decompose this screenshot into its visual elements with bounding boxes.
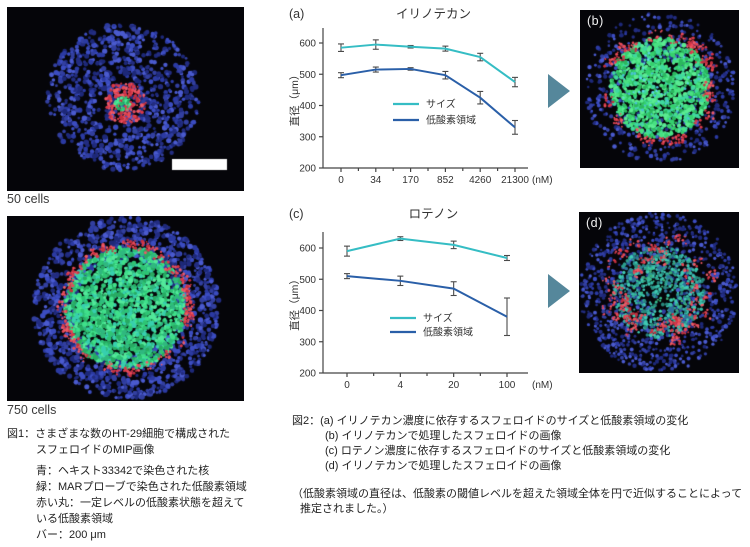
x-tick-label: 0 [338, 175, 344, 186]
y-tick-label: 200 [299, 369, 316, 380]
x-tick-label: 100 [499, 380, 516, 391]
x-tick-label: 4260 [469, 175, 492, 186]
series-1 [338, 66, 518, 135]
image-label-750cells: 750 cells [7, 403, 57, 417]
caption-line: (d) イリノテカンで処理したスフェロイドの画像 [325, 460, 562, 472]
spheroid-image-d: (d) [579, 212, 739, 373]
spheroid-canvas-d [579, 212, 739, 373]
panel-label: (a) [289, 7, 304, 21]
legend-label: サイズ [426, 98, 456, 111]
y-tick-label: 600 [299, 39, 316, 50]
spheroid-canvas-b [580, 10, 739, 168]
caption-line: 図2：(a) イリノテカン濃度に依存するスフェロイドのサイズと低酸素領域の変化 [292, 415, 689, 427]
x-tick-label: 20 [448, 380, 460, 391]
series-0 [338, 39, 518, 88]
y-tick-label: 300 [299, 132, 316, 143]
panel-label-b: (b) [587, 14, 604, 28]
caption-note-line: 推定されました。） [300, 503, 394, 515]
spheroid-image-750cells [7, 216, 244, 401]
y-tick-label: 200 [299, 164, 316, 175]
axes [319, 28, 528, 172]
spheroid-image-b: (b) [580, 10, 739, 168]
x-tick-label: 852 [437, 175, 454, 186]
spheroid-image-50cells [7, 7, 244, 191]
chart-irinotecan: (a) イリノテカン 200 300 400 500 600 0 34 170 852 4260 213… [288, 7, 553, 186]
y-tick-label: 600 [299, 244, 316, 255]
arrow-right-icon [548, 74, 570, 108]
image-label-50cells: 50 cells [7, 192, 50, 206]
caption-fig1: 図1：さまざまな数のHT-29細胞で構成された スフェロイドのMIP画像 青：ヘ… [7, 426, 285, 543]
spheroid-canvas-50cells [7, 7, 244, 191]
y-axis-label: 直径（μm） [288, 70, 301, 127]
axes [319, 232, 528, 377]
y-tick-label: 400 [299, 306, 316, 317]
y-tick-label: 400 [299, 101, 316, 112]
caption-line: (c) ロテノン濃度に依存するスフェロイドのサイズと低酸素領域の変化 [325, 445, 671, 457]
legend-label: 低酸素領域 [423, 326, 473, 339]
caption-note-line: （低酸素領域の直径は、低酸素の閾値レベルを超えた領域全体を円で近似することによっ… [292, 488, 743, 500]
panel-label-d: (d) [586, 216, 603, 230]
y-tick-label: 500 [299, 275, 316, 286]
caption-line: (b) イリノテカンで処理したスフェロイドの画像 [325, 430, 562, 442]
chart-title: ロテノン [409, 207, 459, 221]
arrow-right-icon [548, 274, 570, 308]
x-tick-label: 21300 [501, 175, 529, 186]
y-axis-label: 直径（μm） [288, 274, 301, 331]
caption-line: スフェロイドのMIP画像 [36, 444, 155, 456]
caption-line: 青：ヘキスト33342で染色された核 [36, 465, 210, 477]
x-tick-label: 34 [370, 175, 382, 186]
series-1 [344, 273, 510, 337]
caption-fig2: 図2：(a) イリノテカン濃度に依存するスフェロイドのサイズと低酸素領域の変化 … [292, 414, 744, 517]
caption-line: 緑：MARプローブで染色された低酸素領域 [36, 481, 247, 493]
chart-rotenone: (c) ロテノン 200 300 400 500 600 0 4 20 100 (nM) 直径（μm） サ… [288, 207, 553, 391]
caption-line: 赤い丸：一定レベルの低酸素状態を超えて [36, 497, 245, 509]
x-tick-label: 0 [344, 380, 350, 391]
x-tick-label: 170 [402, 175, 419, 186]
spheroid-canvas-750cells [7, 216, 244, 401]
x-unit-label: (nM) [532, 380, 553, 391]
legend-label: サイズ [423, 312, 453, 325]
x-unit-label: (nM) [532, 175, 553, 186]
y-tick-label: 300 [299, 337, 316, 348]
caption-spacer [292, 474, 744, 487]
x-tick-label: 4 [398, 380, 404, 391]
caption-line: いる低酸素領域 [36, 513, 113, 525]
caption-line: 図1：さまざまな数のHT-29細胞で構成された [7, 428, 231, 440]
legend-label: 低酸素領域 [426, 114, 476, 127]
panel-label: (c) [289, 207, 304, 221]
chart-title: イリノテカン [396, 7, 471, 21]
series-0 [344, 236, 510, 262]
y-tick-label: 500 [299, 70, 316, 81]
caption-line: バー：200 μm [36, 529, 106, 541]
